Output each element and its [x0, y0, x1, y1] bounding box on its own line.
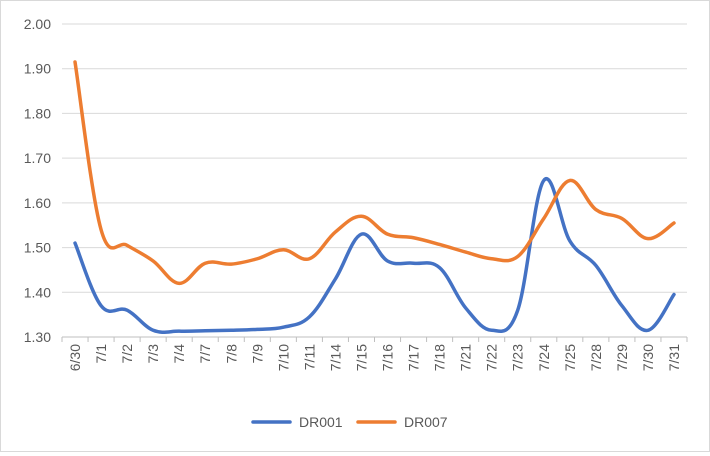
x-axis: 6/30 7/1 7/2 7/3 7/4 7/7 7/8 7/9 7/10 7/11 7/14 7/1… [61, 337, 688, 371]
x-tick-label: 7/29 [614, 344, 630, 371]
x-tick-label: 7/24 [536, 344, 552, 371]
y-tick-label: 1.50 [24, 240, 51, 256]
series-line-dr007 [73, 60, 676, 286]
y-tick-label: 1.40 [24, 284, 51, 300]
x-tick-label: 7/23 [510, 344, 526, 371]
x-tick-label: 7/7 [197, 344, 213, 364]
x-tick-label: 7/22 [484, 344, 500, 371]
x-tick-label: 7/15 [353, 344, 369, 371]
y-tick-label: 1.60 [24, 195, 51, 211]
y-tick-label: 1.30 [24, 329, 51, 345]
x-tick-label: 7/2 [119, 344, 135, 364]
x-tick-label: 7/31 [666, 344, 682, 371]
series-line-dr001 [73, 176, 676, 334]
x-tick-label: 7/21 [458, 344, 474, 371]
legend-label-dr001: DR001 [299, 414, 343, 430]
x-tick-label: 7/25 [562, 344, 578, 371]
x-tick-label: 7/16 [380, 344, 396, 371]
x-tick-label: 7/9 [249, 344, 265, 364]
y-tick-label: 1.90 [24, 61, 51, 77]
x-tick-label: 7/11 [301, 344, 317, 370]
x-tick-label: 7/1 [93, 344, 109, 364]
x-tick-label: 7/18 [432, 344, 448, 371]
series-lines [73, 60, 676, 334]
gridlines [62, 23, 687, 338]
legend: DR001 DR007 [251, 414, 448, 430]
x-tick-label: 7/14 [327, 344, 343, 371]
x-tick-label: 7/4 [171, 344, 187, 364]
x-tick-label: 7/28 [588, 344, 604, 371]
y-tick-label: 1.70 [24, 150, 51, 166]
y-axis: 1.30 1.40 1.50 1.60 1.70 1.80 1.90 2.00 [24, 16, 51, 345]
y-tick-label: 1.80 [24, 105, 51, 121]
x-tick-label: 6/30 [67, 344, 83, 371]
x-tick-label: 7/8 [223, 344, 239, 364]
x-tick-label: 7/10 [275, 344, 291, 371]
y-tick-label: 2.00 [24, 16, 51, 32]
legend-label-dr007: DR007 [404, 414, 448, 430]
x-tick-label: 7/17 [406, 344, 422, 371]
x-tick-label: 7/3 [145, 344, 161, 364]
x-tick-label: 7/30 [640, 344, 656, 371]
